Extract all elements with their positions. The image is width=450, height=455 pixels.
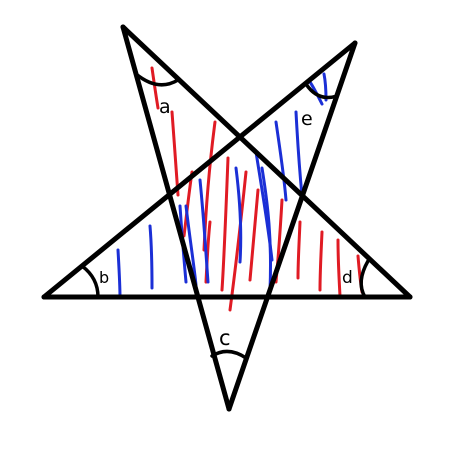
star-edge — [120, 24, 232, 412]
angle-labels: a b c d e — [99, 96, 353, 350]
angle-label-c: c — [219, 326, 231, 350]
angle-arc-d — [359, 259, 370, 299]
angle-arc-c — [210, 349, 248, 360]
hatching — [116, 66, 364, 312]
angle-label-e: e — [301, 108, 313, 130]
angle-arc-b — [80, 264, 100, 299]
angle-arc-a — [134, 72, 180, 87]
star-edge — [226, 40, 358, 412]
star-edge — [120, 24, 413, 300]
angle-label-a: a — [159, 96, 171, 118]
star-edge — [41, 40, 358, 300]
star-outline — [41, 24, 413, 412]
hatch-stroke-red — [248, 188, 260, 282]
hatch-stroke-blue — [234, 166, 243, 264]
hatch-stroke-blue — [294, 110, 304, 198]
angle-label-b: b — [99, 268, 109, 287]
angle-arc-e — [304, 82, 339, 100]
angle-arcs — [80, 72, 370, 360]
hatch-stroke-blue — [274, 120, 288, 202]
angle-label-d: d — [342, 268, 353, 288]
hatch-stroke-red — [336, 238, 342, 298]
hatch-stroke-red — [150, 66, 160, 110]
hatch-stroke-blue — [148, 224, 154, 290]
hatch-stroke-red — [220, 156, 230, 292]
hatch-stroke-red — [170, 110, 180, 197]
hatch-stroke-red — [318, 230, 324, 292]
hatch-stroke-blue — [116, 248, 122, 300]
hatch-stroke-blue — [260, 166, 273, 292]
hatch-stroke-blue — [198, 178, 210, 284]
hatch-stroke-red — [296, 220, 302, 280]
